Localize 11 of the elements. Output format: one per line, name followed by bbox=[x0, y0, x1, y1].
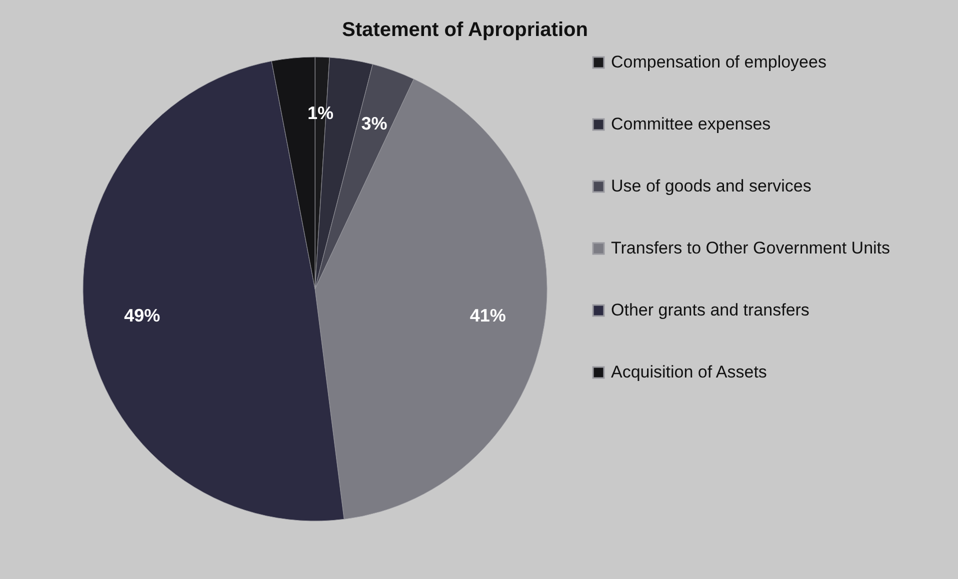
data-label: 49% bbox=[124, 305, 160, 326]
data-label: 1% bbox=[307, 103, 334, 124]
legend-label: Transfers to Other Government Units bbox=[611, 238, 890, 258]
legend-label: Acquisition of Assets bbox=[611, 362, 767, 382]
chart-title: Statement of Apropriation bbox=[342, 19, 588, 41]
data-label: 3% bbox=[361, 113, 388, 134]
legend-label: Use of goods and services bbox=[611, 176, 812, 196]
legend-label: Other grants and transfers bbox=[611, 300, 810, 320]
legend-label: Committee expenses bbox=[611, 114, 771, 134]
legend-label: Compensation of employees bbox=[611, 52, 826, 72]
data-label: 41% bbox=[470, 305, 506, 326]
